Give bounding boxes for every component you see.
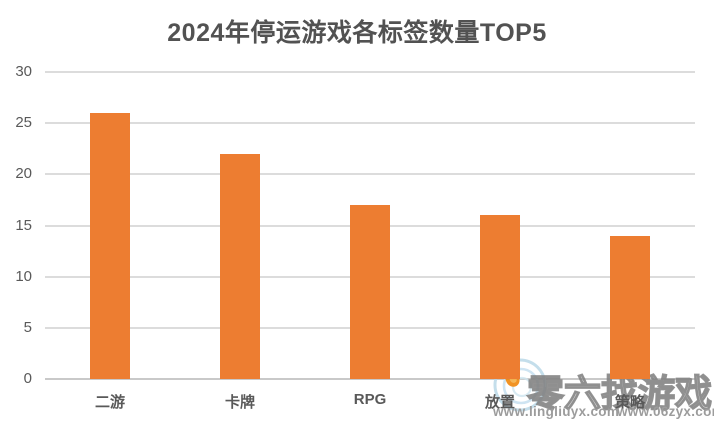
gridline-25 — [45, 122, 695, 125]
bar-RPG — [350, 205, 390, 379]
bar-卡牌 — [220, 153, 260, 379]
x-axis-category-label: 策略 — [614, 394, 645, 411]
y-axis-tick-label: 30 — [15, 63, 32, 80]
y-axis-tick-label: 20 — [15, 165, 32, 183]
chart-title: 2024年停运游戏各标签数量TOP5 — [167, 19, 547, 47]
bar-策略 — [610, 235, 650, 379]
y-axis-tick-label: 15 — [15, 216, 32, 234]
y-axis-tick-label: 10 — [15, 267, 32, 285]
watermark-url-left: www.lingliuyx.com — [493, 404, 620, 419]
gridline-0 — [45, 378, 695, 380]
gridline-30 — [45, 71, 695, 73]
x-axis-category-label: 卡牌 — [224, 394, 255, 411]
x-axis-category-label: 二游 — [94, 394, 125, 411]
x-axis-category-label: 放置 — [484, 394, 515, 411]
y-axis-tick-label: 25 — [15, 114, 32, 132]
y-axis-tick-label: 5 — [23, 318, 32, 336]
bar-二游 — [90, 112, 130, 379]
y-axis-tick-label: 0 — [23, 370, 32, 387]
gridline-20 — [45, 173, 695, 176]
x-axis-category-label: RPG — [353, 391, 387, 408]
watermark-url-right: www.06zyx.com — [617, 404, 714, 419]
watermark-brand-text: 零六找游戏 — [526, 372, 713, 415]
bar-放置 — [480, 215, 520, 379]
